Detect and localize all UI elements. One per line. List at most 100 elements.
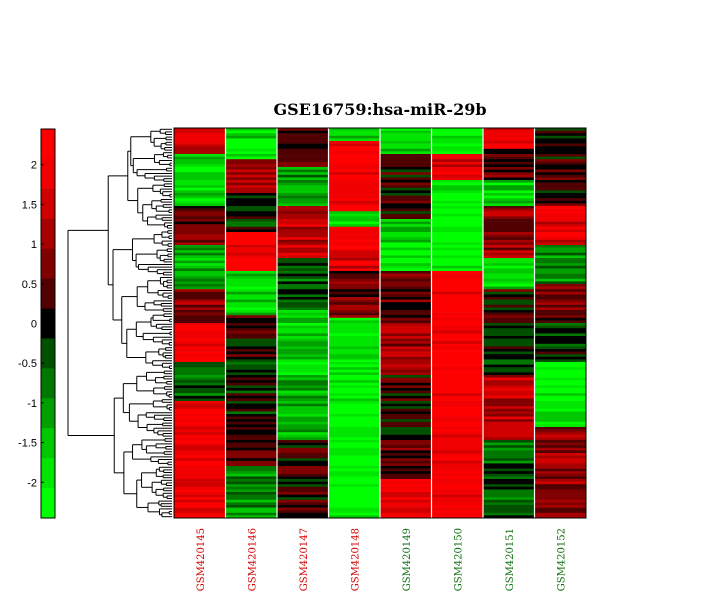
heatmap-cell xyxy=(277,317,329,321)
heatmap-cell xyxy=(328,289,381,293)
heatmap-cell xyxy=(380,185,432,189)
heatmap-cell xyxy=(328,473,381,477)
heatmap-cell xyxy=(277,216,329,220)
heatmap-cell xyxy=(277,385,329,389)
heatmap-cell xyxy=(174,445,226,449)
heatmap-cell xyxy=(534,161,587,165)
heatmap-cell xyxy=(431,494,484,498)
heatmap-cell xyxy=(534,128,587,131)
heatmap-cell xyxy=(174,388,226,391)
heatmap-cell xyxy=(277,325,329,329)
heatmap-cell xyxy=(174,458,226,462)
heatmap-cell xyxy=(380,494,432,498)
heatmap-cell xyxy=(328,476,381,480)
heatmap-cell xyxy=(534,216,587,220)
heatmap-cell xyxy=(534,320,587,324)
heatmap-cell xyxy=(225,190,278,194)
heatmap-cell xyxy=(483,421,535,425)
heatmap-cell xyxy=(380,473,432,477)
heatmap-cell xyxy=(277,187,329,191)
heatmap-cell xyxy=(534,481,587,485)
heatmap-cell xyxy=(328,297,381,300)
heatmap-cell xyxy=(328,515,381,519)
heatmap-cell xyxy=(174,450,226,454)
heatmap-cell xyxy=(225,198,278,202)
heatmap-cell xyxy=(380,177,432,181)
heatmap-cell xyxy=(225,362,278,365)
heatmap-cell xyxy=(483,502,535,506)
heatmap-cell xyxy=(431,336,484,339)
heatmap-cell xyxy=(174,411,226,415)
heatmap-cell xyxy=(277,502,329,506)
heatmap-cell xyxy=(534,195,587,199)
heatmap-cell xyxy=(534,473,587,477)
heatmap-cell xyxy=(534,286,587,290)
heatmap-cell xyxy=(277,320,329,324)
heatmap-cell xyxy=(431,242,484,246)
heatmap-cell xyxy=(225,419,278,423)
colorbar-tick-label: -2 xyxy=(27,477,37,489)
heatmap-cell xyxy=(277,336,329,339)
heatmap-cell xyxy=(328,497,381,501)
heatmap-cell xyxy=(483,278,535,282)
heatmap-cell xyxy=(380,320,432,324)
heatmap-cell xyxy=(534,437,587,441)
heatmap-cell xyxy=(225,421,278,425)
heatmap-cell xyxy=(380,164,432,168)
heatmap-cell xyxy=(380,302,432,306)
heatmap-cell xyxy=(225,455,278,459)
heatmap-cell xyxy=(174,242,226,246)
heatmap-cell xyxy=(483,219,535,222)
heatmap-cell xyxy=(328,442,381,446)
heatmap-cell xyxy=(380,245,432,248)
heatmap-cell xyxy=(225,325,278,329)
heatmap-cell xyxy=(328,351,381,355)
heatmap-cell xyxy=(380,180,432,183)
heatmap-cell xyxy=(225,146,278,150)
heatmap-cell xyxy=(328,424,381,428)
heatmap-cell xyxy=(431,226,484,230)
heatmap-cell xyxy=(431,174,484,178)
heatmap-cell xyxy=(483,161,535,165)
heatmap-cell xyxy=(534,242,587,246)
heatmap-cell xyxy=(174,278,226,282)
heatmap-cell xyxy=(328,284,381,287)
heatmap-cell xyxy=(534,263,587,267)
heatmap-cell xyxy=(380,437,432,441)
heatmap-cell xyxy=(174,416,226,420)
heatmap-cell xyxy=(380,486,432,490)
heatmap-cell xyxy=(534,156,587,160)
heatmap-cell xyxy=(483,390,535,394)
heatmap-cell xyxy=(277,507,329,511)
heatmap-cell xyxy=(277,133,329,137)
heatmap-cell xyxy=(431,354,484,358)
heatmap-cell xyxy=(483,432,535,436)
colorbar-tick-label: 1 xyxy=(31,239,37,251)
heatmap-cell xyxy=(174,203,226,207)
heatmap-cell xyxy=(483,471,535,475)
heatmap-cell xyxy=(483,304,535,308)
heatmap-cell xyxy=(277,213,329,217)
heatmap-cell xyxy=(225,161,278,165)
heatmap-cell xyxy=(174,356,226,360)
heatmap-cell xyxy=(277,382,329,386)
heatmap-cell xyxy=(431,515,484,519)
heatmap-cell xyxy=(483,349,535,352)
heatmap-cell xyxy=(431,291,484,295)
heatmap-cell xyxy=(483,143,535,147)
heatmap-cell xyxy=(174,343,226,347)
heatmap-cell xyxy=(380,429,432,433)
heatmap-cell xyxy=(328,468,381,472)
heatmap-cell xyxy=(483,195,535,199)
heatmap-cell xyxy=(431,421,484,425)
heatmap-cell xyxy=(174,182,226,186)
heatmap-cell xyxy=(328,195,381,199)
heatmap-cell xyxy=(431,190,484,194)
heatmap-cell xyxy=(225,510,278,514)
heatmap-cell xyxy=(174,336,226,339)
heatmap-cell xyxy=(174,130,226,134)
heatmap-cell xyxy=(483,416,535,420)
heatmap-cell xyxy=(174,427,226,430)
heatmap-cell xyxy=(380,416,432,420)
heatmap-cell xyxy=(534,141,587,144)
